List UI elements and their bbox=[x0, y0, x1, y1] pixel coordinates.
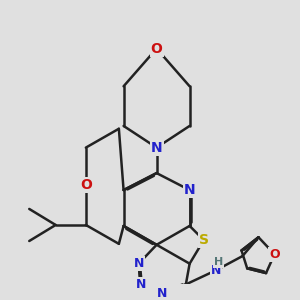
Text: S: S bbox=[199, 233, 209, 247]
Text: O: O bbox=[269, 248, 280, 261]
Text: N: N bbox=[211, 264, 221, 277]
Text: H: H bbox=[214, 257, 223, 267]
Text: N: N bbox=[134, 257, 144, 270]
Text: N: N bbox=[135, 278, 146, 291]
Text: N: N bbox=[157, 287, 167, 300]
Text: O: O bbox=[80, 178, 92, 192]
Text: O: O bbox=[151, 42, 163, 56]
Text: N: N bbox=[184, 183, 195, 197]
Text: N: N bbox=[151, 141, 162, 154]
